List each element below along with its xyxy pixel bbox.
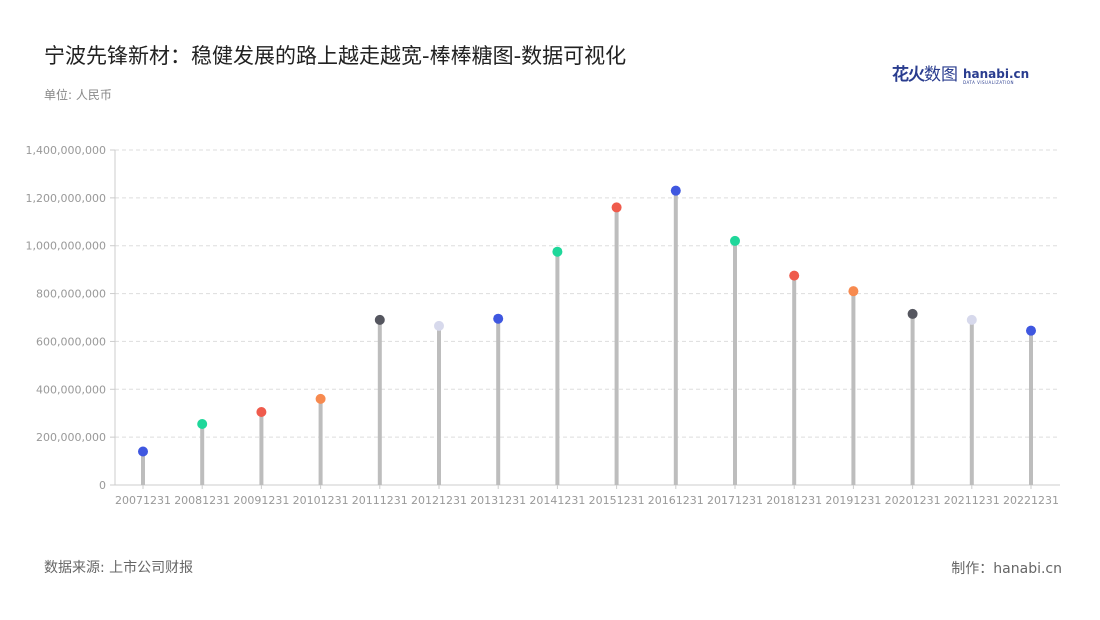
lollipop-point[interactable] — [611, 202, 622, 213]
lollipop-point[interactable] — [966, 314, 977, 325]
lollipop-marks — [138, 185, 1036, 485]
lollipop-point[interactable] — [789, 270, 800, 281]
lollipop-point[interactable] — [1026, 325, 1036, 336]
logo-en-block: hanabi.cn DATA VISUALIZATION — [963, 68, 1029, 85]
lollipop-point[interactable] — [848, 286, 859, 297]
x-tick-label: 20091231 — [233, 494, 289, 507]
x-tick-label: 20111231 — [352, 494, 408, 507]
x-tick-label: 20161231 — [648, 494, 704, 507]
lollipop-point[interactable] — [730, 235, 740, 246]
x-tick-label: 20181231 — [766, 494, 822, 507]
lollipop-point[interactable] — [256, 407, 267, 418]
x-tick-label: 20141231 — [529, 494, 585, 507]
y-tick-label: 1,400,000,000 — [26, 144, 106, 157]
lollipop-point[interactable] — [493, 313, 504, 324]
x-tick-label: 20101231 — [293, 494, 349, 507]
lollipop-point[interactable] — [197, 418, 208, 429]
x-tick-label: 20171231 — [707, 494, 763, 507]
x-tick-label: 20211231 — [944, 494, 1000, 507]
lollipop-point[interactable] — [907, 308, 918, 319]
logo-text-sub: 数图 — [924, 65, 958, 85]
lollipop-point[interactable] — [315, 393, 326, 404]
y-tick-label: 1,000,000,000 — [26, 240, 106, 253]
x-tick-label: 20221231 — [1003, 494, 1059, 507]
logo-text-main: 花火 — [892, 65, 925, 85]
credit-text: 制作：hanabi.cn — [951, 561, 1062, 577]
grid-lines — [115, 149, 1060, 438]
y-tick-label: 600,000,000 — [36, 335, 106, 348]
lollipop-point[interactable] — [670, 185, 681, 196]
x-tick-label: 20201231 — [885, 494, 941, 507]
lollipop-point[interactable] — [374, 314, 385, 325]
chart-title: 宁波先锋新材：稳健发展的路上越走越宽-棒棒糖图-数据可视化 — [44, 44, 627, 68]
y-tick-label: 200,000,000 — [36, 431, 106, 444]
lollipop-point[interactable] — [552, 246, 563, 257]
data-source: 数据来源: 上市公司财报 — [44, 560, 194, 576]
x-tick-label: 20131231 — [470, 494, 526, 507]
x-tick-label: 20191231 — [825, 494, 881, 507]
y-tick-label: 0 — [99, 479, 106, 492]
y-axis: 0 200,000,000 400,000,000 600,000,000 800,00… — [26, 144, 116, 492]
brand-logo: 花火 数图 hanabi.cn DATA VISUALIZATION — [892, 60, 1029, 85]
y-tick-label: 1,200,000,000 — [26, 192, 106, 205]
x-tick-label: 20081231 — [174, 494, 230, 507]
x-tick-label: 20071231 — [115, 494, 171, 507]
lollipop-point[interactable] — [138, 446, 148, 457]
logo-domain: hanabi.cn — [963, 67, 1030, 81]
logo-tagline: DATA VISUALIZATION — [963, 80, 1015, 85]
y-tick-label: 800,000,000 — [36, 288, 106, 301]
x-tick-label: 20121231 — [411, 494, 467, 507]
x-axis: 20071231 20081231 20091231 20101231 20111231… — [115, 484, 1060, 507]
lollipop-point[interactable] — [434, 320, 444, 331]
y-tick-label: 400,000,000 — [36, 383, 106, 396]
unit-label: 单位: 人民币 — [44, 88, 112, 102]
x-tick-label: 20151231 — [589, 494, 645, 507]
